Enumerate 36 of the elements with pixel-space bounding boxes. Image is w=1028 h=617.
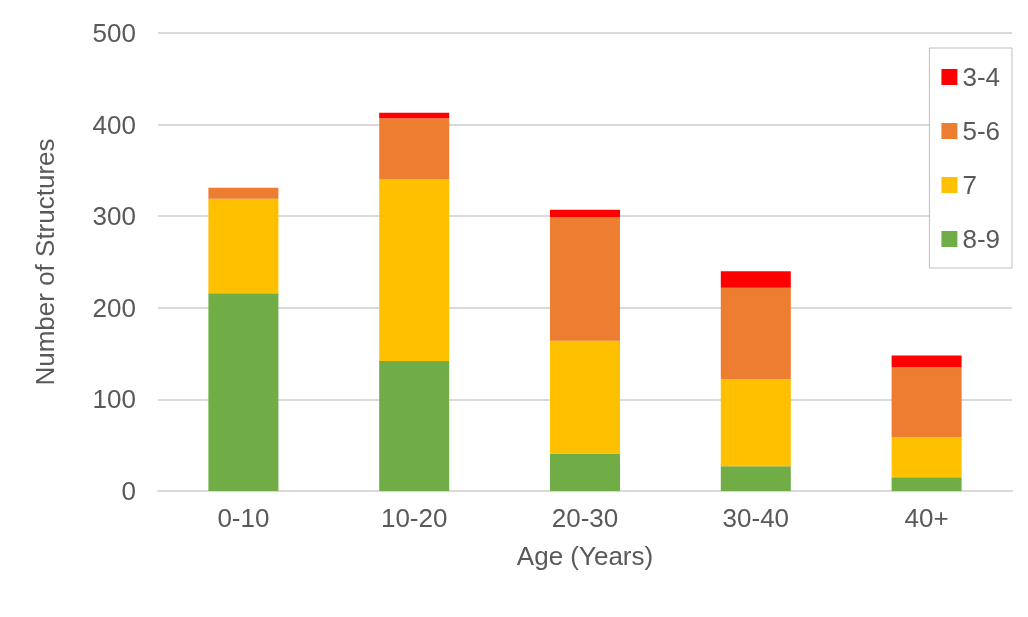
legend-label: 8-9: [962, 224, 1000, 254]
x-tick-label: 10-20: [380, 503, 448, 533]
x-tick-label: 20-30: [551, 503, 619, 533]
bar: [550, 217, 620, 341]
x-tick-label: 40+: [904, 503, 949, 533]
y-tick-label: 300: [92, 201, 136, 232]
bar: [891, 355, 962, 368]
bar: [208, 198, 279, 294]
bar: [720, 466, 791, 491]
bar: [208, 187, 279, 199]
bar: [550, 340, 620, 454]
x-axis-title: Age (Years): [516, 541, 654, 571]
bar: [379, 360, 450, 491]
legend-label: 5-6: [962, 116, 1000, 146]
bar: [720, 287, 791, 380]
legend-label: 3-4: [962, 62, 1000, 92]
bar: [720, 379, 791, 467]
bar: [379, 179, 450, 361]
bar: [208, 293, 279, 491]
x-tick-label: 0-10: [217, 503, 270, 533]
bar: [379, 118, 450, 180]
y-tick-label: 100: [92, 384, 136, 415]
bar: [891, 367, 962, 437]
legend-label: 7: [962, 170, 977, 200]
y-tick-label: 400: [92, 109, 136, 140]
y-tick-label: 500: [92, 18, 136, 48]
bar: [720, 271, 791, 288]
y-axis-title: Number of Structures: [30, 138, 60, 386]
bar: [550, 453, 620, 491]
bar: [891, 477, 962, 491]
y-tick-label: 200: [92, 292, 136, 323]
y-tick-label: 0: [121, 476, 136, 506]
x-tick-label: 30-40: [722, 503, 790, 533]
bar: [379, 112, 450, 119]
bar: [550, 209, 620, 218]
bar: [891, 436, 962, 478]
